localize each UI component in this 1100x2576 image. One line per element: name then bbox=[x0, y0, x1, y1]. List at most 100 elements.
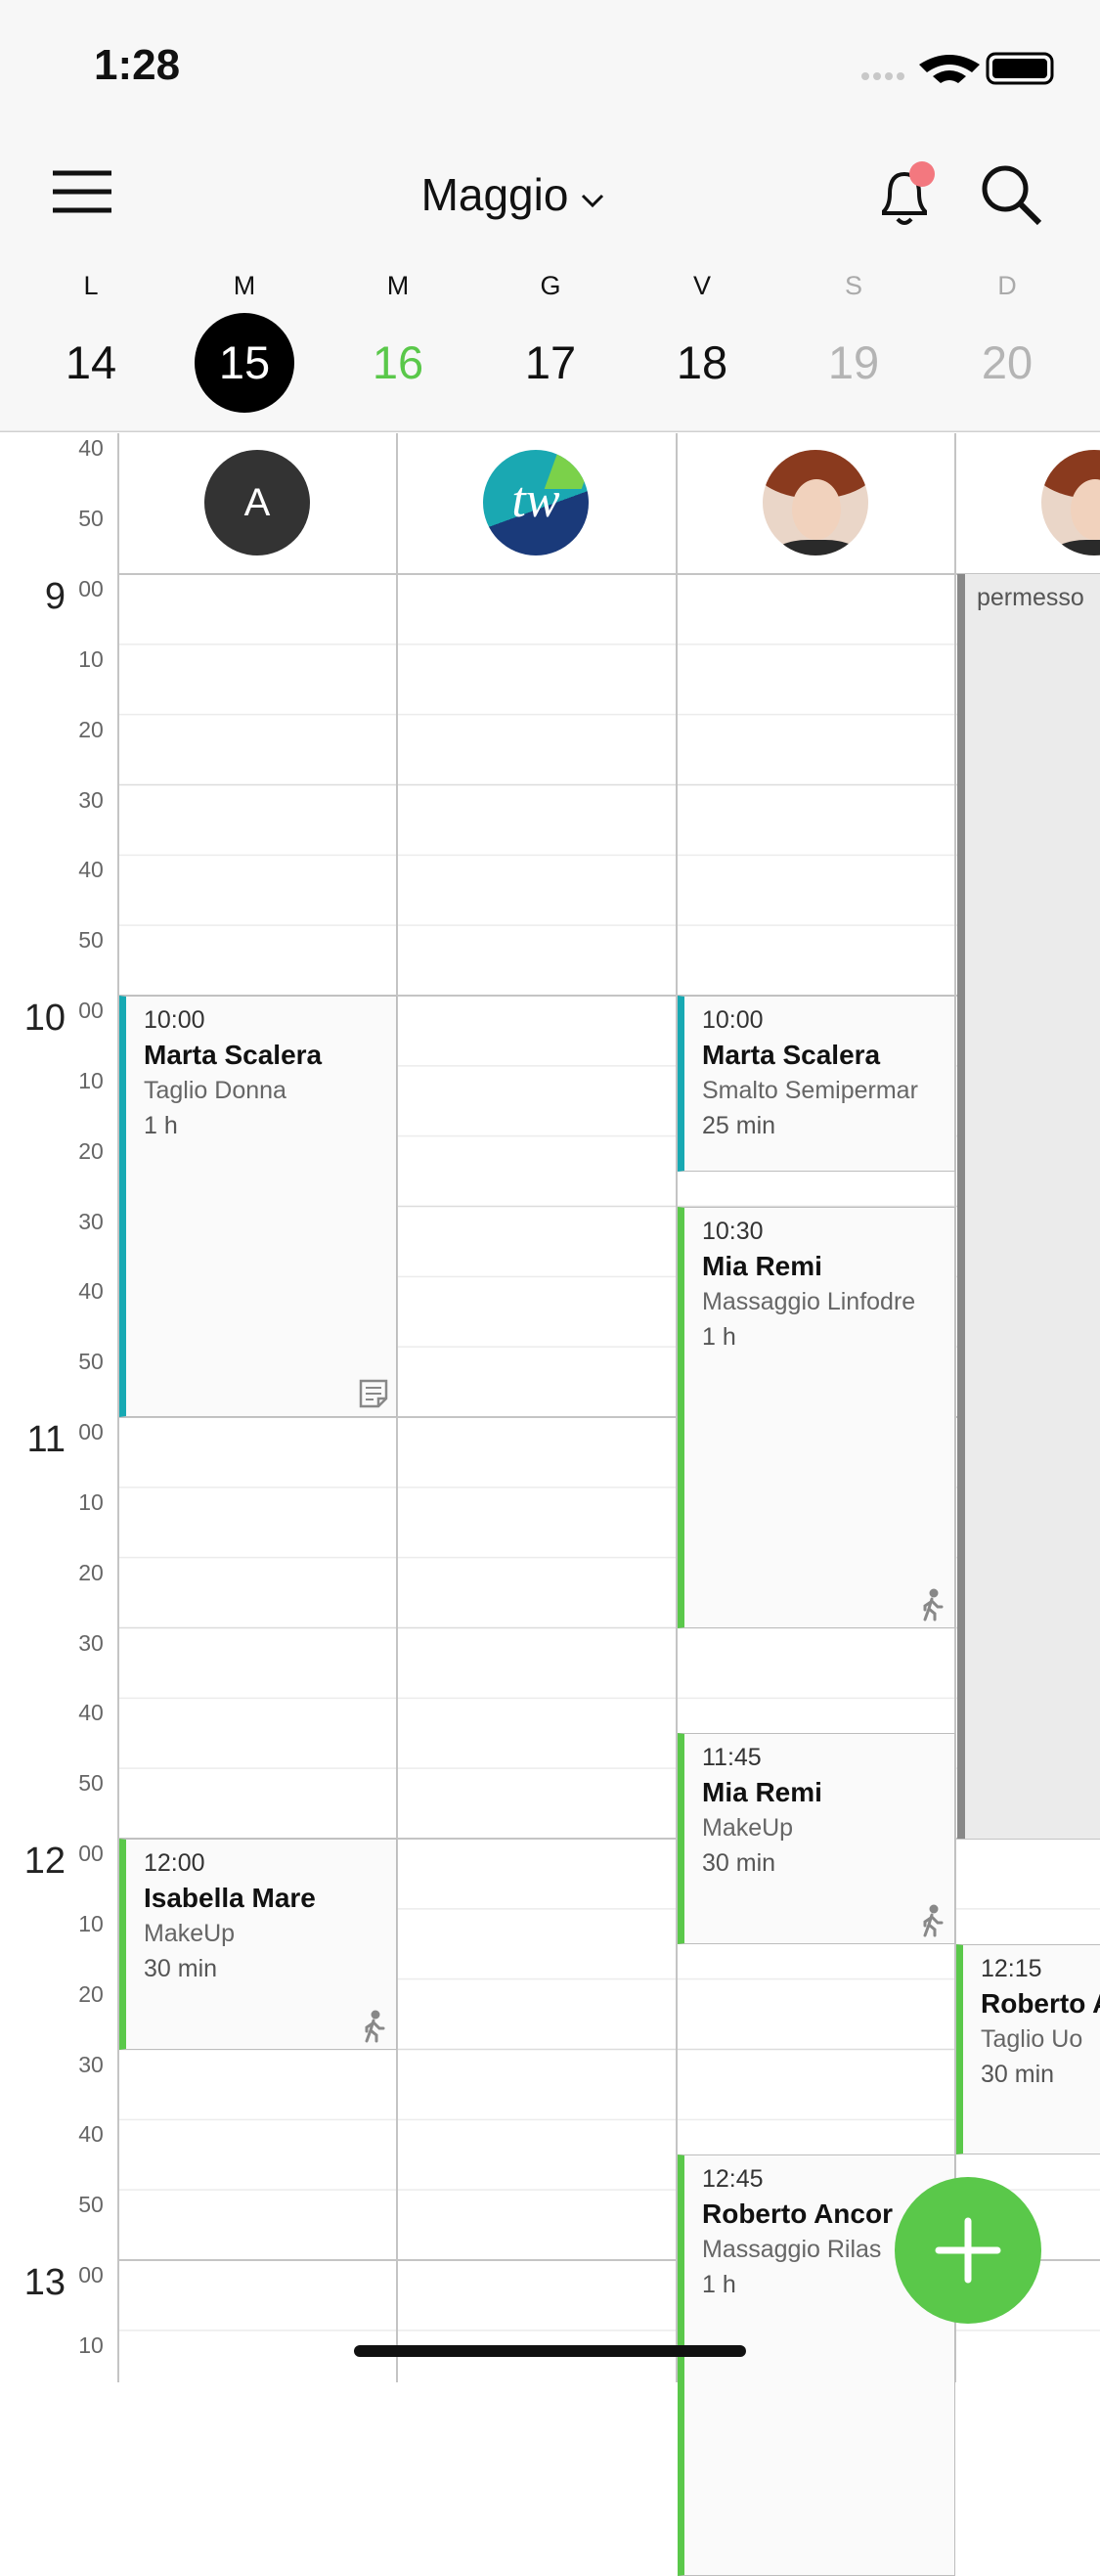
day-letter: S bbox=[844, 271, 862, 300]
minute-label: 40 bbox=[78, 1700, 104, 1726]
minute-label: 10 bbox=[78, 1910, 104, 1936]
minute-label: 10 bbox=[78, 645, 104, 672]
minute-label: 30 bbox=[78, 786, 104, 813]
blocked-time: permesso bbox=[957, 574, 1100, 1839]
chevron bbox=[582, 194, 604, 208]
appointment-duration: 30 min bbox=[702, 1849, 776, 1878]
notifications-button[interactable] bbox=[870, 156, 939, 230]
resource-logo[interactable]: tw bbox=[483, 450, 589, 555]
appointment-service: MakeUp bbox=[702, 1814, 794, 1843]
shoulders bbox=[772, 540, 860, 555]
appointment-client: Roberto Ancor bbox=[702, 2198, 893, 2230]
appointment-time: 10:30 bbox=[702, 1217, 764, 1245]
home-indicator bbox=[354, 2345, 746, 2357]
month-selector[interactable]: Maggio bbox=[391, 168, 636, 221]
hour-label: 10 bbox=[23, 998, 66, 1039]
appointment-duration: 1 h bbox=[702, 1322, 736, 1351]
appointment-duration: 1 h bbox=[702, 2271, 736, 2299]
hour-label: 9 bbox=[44, 576, 66, 617]
appointment-service: Taglio Uo bbox=[981, 2024, 1083, 2053]
day-date[interactable]: 16 bbox=[372, 336, 424, 388]
appointment-service: Massaggio Linfodre bbox=[702, 1287, 916, 1315]
search-button[interactable] bbox=[978, 161, 1046, 230]
hour-label: 11 bbox=[26, 1419, 66, 1460]
appointment[interactable]: 10:30 Mia Remi Massaggio Linfodre 1 h bbox=[678, 1206, 955, 1628]
appointment-duration: 25 min bbox=[702, 1112, 776, 1139]
minute-label: 40 bbox=[78, 1278, 104, 1305]
day-date[interactable]: 15 bbox=[195, 313, 294, 413]
resource-photo[interactable] bbox=[1041, 450, 1100, 555]
add-button[interactable] bbox=[892, 2174, 1044, 2327]
minute-label: 00 bbox=[78, 1841, 104, 1866]
appointment-client: Marta Scalera bbox=[144, 1040, 323, 1070]
minute-label: 30 bbox=[78, 1629, 104, 1656]
appointment[interactable]: 12:00 Isabella Mare MakeUp 30 min bbox=[119, 1839, 397, 2050]
resource-photo[interactable] bbox=[763, 450, 868, 555]
day-date[interactable]: 14 bbox=[65, 336, 117, 388]
appointment-service: Massaggio Rilas bbox=[702, 2236, 882, 2264]
day-letter: M bbox=[386, 271, 410, 300]
minute-label: 40 bbox=[78, 435, 104, 462]
appointment-duration: 30 min bbox=[981, 2060, 1055, 2088]
appointment-service: Smalto Semipermar bbox=[702, 1077, 918, 1104]
minute-label: 50 bbox=[78, 1770, 104, 1797]
appointment-client: Roberto A bbox=[981, 1987, 1100, 2019]
minute-label: 20 bbox=[78, 1980, 104, 2007]
minute-label: 50 bbox=[78, 1349, 104, 1375]
menu-button[interactable] bbox=[51, 168, 113, 215]
month-label: Maggio bbox=[420, 169, 569, 220]
appointment-client: Mia Remi bbox=[702, 1250, 822, 1281]
day-letter: D bbox=[997, 271, 1017, 300]
minute-label: 40 bbox=[78, 2121, 104, 2148]
minute-label: 10 bbox=[78, 1067, 104, 1093]
minute-label: 40 bbox=[78, 857, 104, 883]
appointment-client: Mia Remi bbox=[702, 1777, 822, 1808]
minute-label: 00 bbox=[78, 998, 104, 1023]
day-letter: G bbox=[540, 271, 561, 300]
minute-label: 20 bbox=[78, 1559, 104, 1585]
status-icons bbox=[861, 52, 1054, 85]
minute-label: 00 bbox=[78, 2262, 104, 2287]
hour-label: 13 bbox=[23, 2262, 66, 2303]
minute-label: 10 bbox=[78, 2332, 104, 2358]
day-date[interactable]: 20 bbox=[981, 336, 1034, 388]
note-icon bbox=[359, 1379, 388, 1408]
day-date[interactable]: 17 bbox=[524, 336, 577, 388]
minute-label: 30 bbox=[78, 1208, 104, 1234]
appointment-time: 12:45 bbox=[702, 2165, 764, 2194]
walk-icon bbox=[365, 2010, 385, 2042]
minute-label: 00 bbox=[78, 1419, 104, 1444]
day-date[interactable]: 18 bbox=[676, 336, 728, 388]
appointment[interactable]: 12:15 Roberto A Taglio Uo 30 min bbox=[956, 1943, 1100, 2155]
appointment-service: Taglio Donna bbox=[144, 1077, 286, 1104]
top-bar: 1:28 Maggio L 14 M 15 M 16 G 17 V 18 S 19 D 20 bbox=[0, 0, 1100, 432]
blocked-label: permesso bbox=[977, 584, 1084, 611]
status-time: 1:28 bbox=[94, 41, 181, 89]
resource-avatar[interactable]: A bbox=[204, 450, 310, 555]
appointment-duration: 1 h bbox=[144, 1112, 178, 1139]
day-date[interactable]: 19 bbox=[827, 336, 880, 388]
appointment-time: 12:15 bbox=[981, 1954, 1042, 1982]
face bbox=[792, 479, 841, 540]
appointment-time: 10:00 bbox=[144, 1006, 205, 1034]
minute-label: 10 bbox=[78, 1488, 104, 1515]
appointment[interactable]: 11:45 Mia Remi MakeUp 30 min bbox=[678, 1733, 955, 1944]
day-letter: V bbox=[692, 271, 711, 300]
walk-icon bbox=[923, 1588, 944, 1621]
appointment-time: 11:45 bbox=[702, 1744, 762, 1772]
hour-label: 12 bbox=[23, 1841, 66, 1882]
walk-icon bbox=[923, 1904, 944, 1937]
appointment[interactable]: 10:00 Marta Scalera Taglio Donna 1 h bbox=[119, 996, 397, 1417]
minute-label: 20 bbox=[78, 716, 104, 742]
minute-label: 50 bbox=[78, 506, 104, 532]
appointment-duration: 30 min bbox=[144, 1955, 218, 1982]
day-letter: L bbox=[83, 271, 99, 300]
appointment-service: MakeUp bbox=[144, 1920, 236, 1947]
shoulders bbox=[1051, 540, 1100, 555]
minute-label: 00 bbox=[78, 576, 104, 601]
logo-accent bbox=[544, 450, 589, 489]
minute-label: 20 bbox=[78, 1137, 104, 1164]
appointment[interactable]: 10:00 Marta Scalera Smalto Semipermar 25 mi… bbox=[678, 996, 955, 1172]
minute-label: 50 bbox=[78, 927, 104, 954]
appointment-time: 12:00 bbox=[144, 1849, 205, 1877]
